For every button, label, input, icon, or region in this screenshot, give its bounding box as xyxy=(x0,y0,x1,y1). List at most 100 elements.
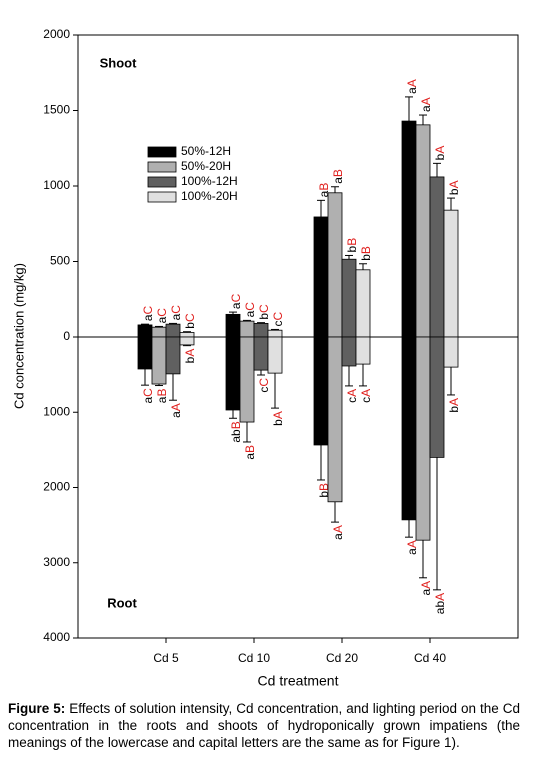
letter-label: abA xyxy=(433,593,447,614)
root-bar xyxy=(355,336,371,365)
letter-label: aA xyxy=(169,403,183,418)
x-tick-label: Cd 5 xyxy=(153,651,179,665)
lower-letter: a xyxy=(331,533,345,540)
upper-letter: C xyxy=(169,305,183,314)
legend-swatch xyxy=(147,176,177,188)
lower-letter: a xyxy=(419,105,433,112)
letter-label: bA xyxy=(271,411,285,426)
lower-letter: a xyxy=(317,190,331,197)
letter-label: aC xyxy=(229,293,243,309)
letter-label: aA xyxy=(405,540,419,555)
lower-letter: a xyxy=(243,453,257,460)
upper-letter: A xyxy=(169,403,183,411)
upper-letter: A xyxy=(433,593,447,601)
shoot-bar xyxy=(151,326,167,338)
lower-letter: b xyxy=(271,419,285,426)
y-tick-label: 0 xyxy=(63,329,70,343)
lower-letter: b xyxy=(345,245,359,252)
letter-label: cA xyxy=(345,389,359,403)
lower-letter: b xyxy=(433,153,447,160)
upper-letter: A xyxy=(447,398,461,406)
upper-letter: C xyxy=(271,311,285,320)
letter-label: aB xyxy=(155,389,169,404)
letter-label: cA xyxy=(359,389,373,403)
root-bar xyxy=(341,336,357,367)
root-bar xyxy=(443,336,459,368)
legend-swatch xyxy=(147,161,177,173)
x-tick-label: Cd 40 xyxy=(414,651,446,665)
y-tick-label: 1000 xyxy=(43,178,70,192)
lower-letter: a xyxy=(405,87,419,94)
shoot-bar xyxy=(179,332,195,338)
caption-text: Effects of solution intensity, Cd concen… xyxy=(8,701,520,750)
y-tick-label: 1500 xyxy=(43,103,70,117)
letter-label: aC xyxy=(155,308,169,324)
upper-letter: B xyxy=(229,421,243,429)
upper-letter: A xyxy=(183,349,197,357)
x-tick-label: Cd 10 xyxy=(238,651,270,665)
lower-letter: a xyxy=(243,310,257,317)
lower-letter: a xyxy=(419,589,433,596)
root-bar xyxy=(151,336,167,385)
chart: Shoot Root Cd treatment Cd concentration… xyxy=(11,27,519,689)
lower-letter: b xyxy=(359,254,373,261)
letter-label: bA xyxy=(183,349,197,364)
letter-label: bB xyxy=(345,238,359,253)
root-bar xyxy=(239,336,255,423)
letter-label: bB xyxy=(317,483,331,498)
lower-letter: a xyxy=(155,316,169,323)
y-tick-label: 1000 xyxy=(43,404,70,418)
upper-letter: C xyxy=(229,293,243,302)
shoot-bar xyxy=(401,120,417,338)
root-bar xyxy=(267,336,283,374)
upper-letter: B xyxy=(243,445,257,453)
y-tick-label: 2000 xyxy=(43,27,70,41)
letter-label: bA xyxy=(447,398,461,413)
upper-letter: C xyxy=(257,378,271,387)
shoot-bar xyxy=(327,192,343,338)
shoot-bar xyxy=(429,176,445,338)
upper-letter: B xyxy=(331,169,345,177)
letter-label: aC xyxy=(141,388,155,404)
letter-label: abB xyxy=(229,421,243,442)
y-tick-label: 4000 xyxy=(43,630,70,644)
letter-label: aA xyxy=(405,79,419,94)
lower-letter: c xyxy=(345,397,359,403)
root-bar xyxy=(313,336,329,446)
shoot-bar xyxy=(443,209,459,338)
letter-label: cC xyxy=(271,311,285,326)
y-tick-label: 2000 xyxy=(43,480,70,494)
legend-label: 50%-20H xyxy=(181,159,231,173)
lower-letter: a xyxy=(169,411,183,418)
lower-letter: b xyxy=(447,406,461,413)
lower-letter: c xyxy=(359,397,373,403)
lower-letter: a xyxy=(405,548,419,555)
shoot-bar xyxy=(415,124,431,338)
upper-letter: A xyxy=(359,389,373,397)
letter-label: bC xyxy=(257,304,271,320)
lower-letter: ab xyxy=(433,601,447,615)
caption-label: Figure 5: xyxy=(8,701,66,716)
letter-label: aA xyxy=(331,525,345,540)
shoot-bar xyxy=(225,313,241,338)
upper-letter: A xyxy=(271,411,285,419)
letter-label: aC xyxy=(243,302,257,318)
letter-label: bA xyxy=(433,146,447,161)
lower-letter: b xyxy=(317,491,331,498)
shoot-bar xyxy=(253,323,269,338)
shoot-label: Shoot xyxy=(100,55,137,70)
upper-letter: A xyxy=(447,180,461,188)
shoot-bar xyxy=(165,323,181,338)
shoot-bar xyxy=(355,269,371,338)
root-bar xyxy=(401,336,417,521)
letter-label: bB xyxy=(359,246,373,261)
upper-letter: B xyxy=(317,183,331,191)
upper-letter: B xyxy=(359,246,373,254)
lower-letter: a xyxy=(155,396,169,403)
letter-label: aC xyxy=(169,305,183,321)
upper-letter: A xyxy=(405,79,419,87)
letter-label: bC xyxy=(183,313,197,329)
x-tick-label: Cd 20 xyxy=(326,651,358,665)
upper-letter: A xyxy=(345,389,359,397)
